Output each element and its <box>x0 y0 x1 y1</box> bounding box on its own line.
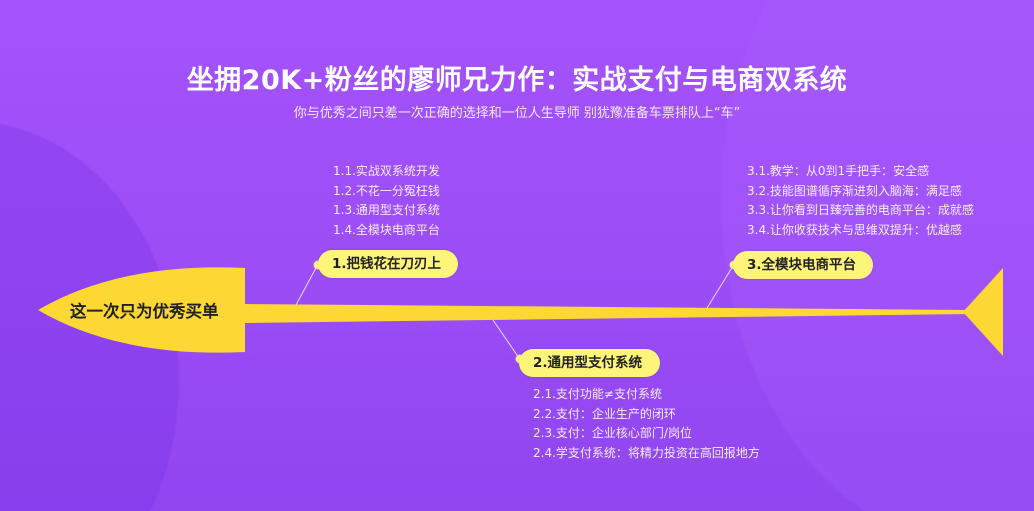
list-item: 1.4.全模块电商平台 <box>333 222 440 237</box>
branch-1-items: 1.1.实战双系统开发 1.2.不花一分冤枉钱 1.3.通用型支付系统 1.4.… <box>333 162 440 240</box>
list-item: 2.1.支付功能≠支付系统 <box>533 387 662 401</box>
fish-tail <box>963 268 1003 356</box>
list-item: 1.2.不花一分冤枉钱 <box>333 183 440 198</box>
branch-3-items: 3.1.教学：从0到1手把手：安全感 3.2.技能图谱循序渐进刻入脑海：满足感 … <box>747 162 974 240</box>
connector-3 <box>706 265 734 309</box>
list-item: 3.3.让你看到日臻完善的电商平台：成就感 <box>747 203 974 217</box>
list-item: 3.1.教学：从0到1手把手：安全感 <box>747 164 930 178</box>
list-item: 1.3.通用型支付系统 <box>333 203 440 217</box>
list-item: 1.1.实战双系统开发 <box>333 164 440 178</box>
fish-spine <box>244 304 970 323</box>
list-item: 3.2.技能图谱循序渐进刻入脑海：满足感 <box>747 183 962 198</box>
fish-head-label: 这一次只为优秀买单 <box>70 302 219 321</box>
list-item: 3.4.让你收获技术与思维双提升：优越感 <box>747 222 962 237</box>
branch-3-label: 3.全模块电商平台 <box>733 251 873 279</box>
branch-2-label: 2.通用型支付系统 <box>519 349 660 377</box>
page-subtitle: 你与优秀之间只差一次正确的选择和一位人生导师 别犹豫准备车票排队上“车” <box>293 106 741 121</box>
connector-2 <box>492 319 520 359</box>
fish-head <box>38 267 245 353</box>
list-item: 2.4.学支付系统：将精力投资在高回报地方 <box>533 445 760 460</box>
page-title: 坐拥20K+粉丝的廖师兄力作：实战支付与电商双系统 <box>186 65 848 96</box>
branch-2-items: 2.1.支付功能≠支付系统 2.2.支付：企业生产的闭环 2.3.支付：企业核心… <box>533 385 760 463</box>
connector-1 <box>295 265 318 306</box>
list-item: 2.3.支付：企业核心部门/岗位 <box>533 426 692 440</box>
list-item: 2.2.支付：企业生产的闭环 <box>533 406 676 421</box>
branch-1-label: 1.把钱花在刀刃上 <box>318 250 458 278</box>
